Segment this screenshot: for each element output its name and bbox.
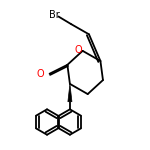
Polygon shape bbox=[68, 84, 72, 102]
Text: O: O bbox=[74, 45, 82, 55]
Text: Br: Br bbox=[49, 10, 60, 20]
Text: O: O bbox=[37, 69, 45, 79]
